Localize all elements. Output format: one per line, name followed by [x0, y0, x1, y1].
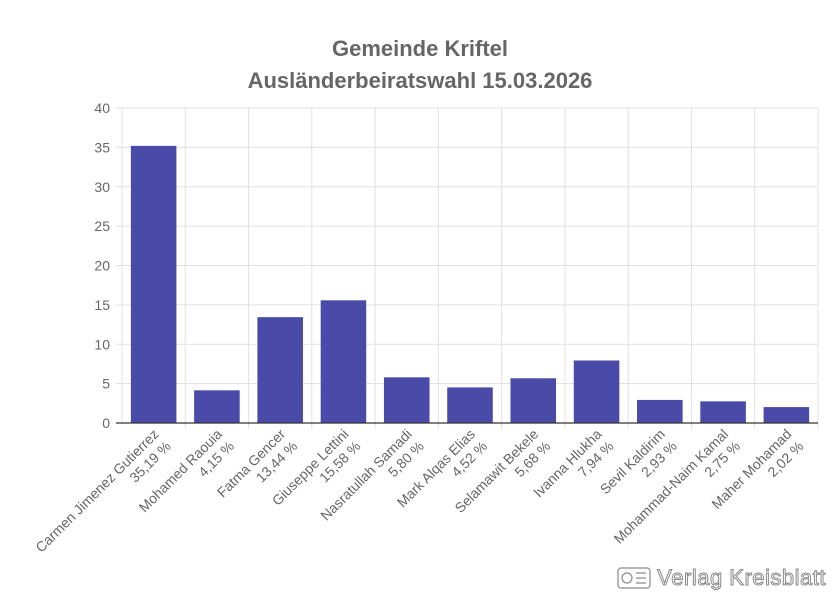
- y-tick-label: 10: [94, 336, 110, 352]
- y-tick-label: 25: [94, 218, 110, 234]
- chart-title-line-1: Gemeinde Kriftel: [332, 36, 508, 61]
- bar: [763, 407, 810, 423]
- verlag-logo-icon: [617, 567, 651, 589]
- bar: [447, 387, 493, 423]
- bar: [700, 401, 746, 423]
- bar: [130, 145, 177, 423]
- y-tick-label: 35: [94, 139, 110, 155]
- bar: [257, 317, 303, 423]
- bar: [573, 360, 620, 423]
- chart-title-line-2: Ausländerbeiratswahl 15.03.2026: [248, 68, 593, 93]
- y-tick-label: 20: [94, 258, 110, 274]
- bar: [383, 377, 430, 423]
- bar: [510, 378, 557, 423]
- category-name: Carmen Jimenez Gutierrez: [32, 426, 162, 556]
- bars: [116, 145, 818, 424]
- bar: [637, 399, 683, 423]
- watermark-text: Verlag Kreisblatt: [657, 565, 826, 591]
- watermark: Verlag Kreisblatt: [617, 565, 826, 591]
- bar: [320, 300, 367, 423]
- y-tick-label: 40: [94, 100, 110, 116]
- y-axis-ticks: 0 5 10 15 20 25 30 35 40: [94, 100, 110, 431]
- y-tick-label: 30: [94, 179, 110, 195]
- y-tick-label: 0: [102, 415, 110, 431]
- bar: [194, 390, 240, 423]
- grid: [116, 107, 819, 429]
- y-tick-label: 5: [102, 376, 110, 392]
- y-tick-label: 15: [94, 297, 110, 313]
